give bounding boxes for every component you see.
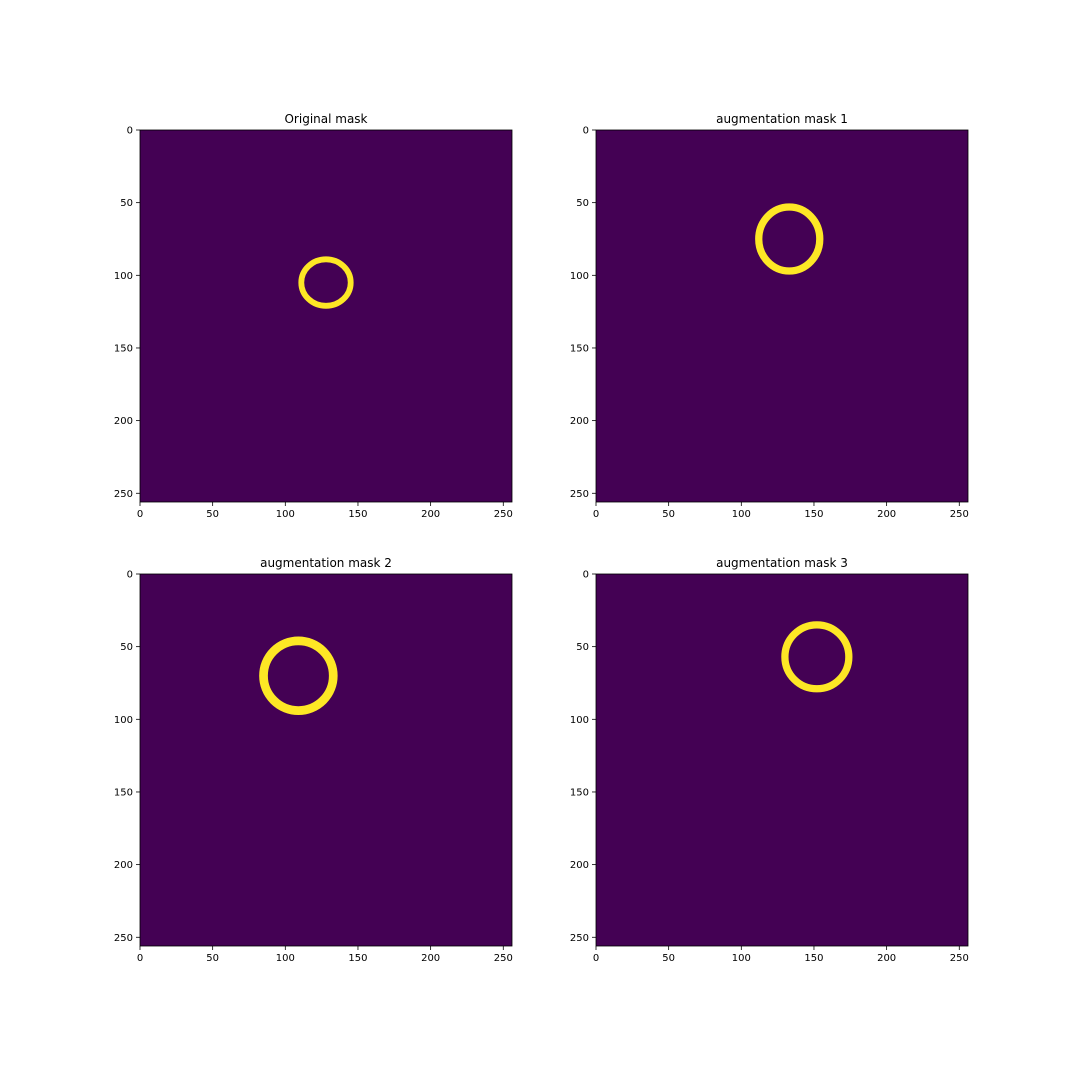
x-tick-label: 200 bbox=[877, 509, 896, 520]
mask-background bbox=[140, 574, 512, 946]
x-tick-label: 250 bbox=[494, 953, 513, 964]
y-tick-label: 250 bbox=[570, 933, 589, 944]
y-tick-label: 250 bbox=[570, 489, 589, 500]
x-tick-label: 250 bbox=[950, 509, 969, 520]
axes-frame bbox=[595, 129, 969, 503]
axes-frame bbox=[595, 573, 969, 947]
axes-frame bbox=[139, 573, 513, 947]
y-tick-label: 50 bbox=[120, 198, 133, 209]
x-tick-label: 200 bbox=[421, 509, 440, 520]
x-tick-label: 50 bbox=[206, 953, 219, 964]
x-tick-label: 100 bbox=[732, 953, 751, 964]
x-tick-label: 50 bbox=[662, 953, 675, 964]
subplot-0: Original mask 0 50 100 150 200 250 0 50 100 150 200… bbox=[114, 112, 513, 520]
y-tick-label: 100 bbox=[570, 715, 589, 726]
axes-frame bbox=[139, 129, 513, 503]
subplot-title: augmentation mask 3 bbox=[716, 556, 848, 570]
x-tick-label: 0 bbox=[593, 509, 599, 520]
y-tick-label: 250 bbox=[114, 489, 133, 500]
mask-background bbox=[596, 574, 968, 946]
x-tick-label: 150 bbox=[348, 953, 367, 964]
x-tick-label: 100 bbox=[732, 509, 751, 520]
x-tick-label: 250 bbox=[494, 509, 513, 520]
y-tick-label: 50 bbox=[576, 642, 589, 653]
x-tick-label: 150 bbox=[348, 509, 367, 520]
x-tick-label: 0 bbox=[593, 953, 599, 964]
x-tick-label: 150 bbox=[804, 953, 823, 964]
y-tick-label: 200 bbox=[570, 860, 589, 871]
x-tick-label: 100 bbox=[276, 953, 295, 964]
y-tick-label: 100 bbox=[570, 271, 589, 282]
y-tick-label: 150 bbox=[570, 343, 589, 354]
x-tick-label: 150 bbox=[804, 509, 823, 520]
y-tick-label: 250 bbox=[114, 933, 133, 944]
x-tick-label: 100 bbox=[276, 509, 295, 520]
x-tick-label: 50 bbox=[662, 509, 675, 520]
subplot-1: augmentation mask 1 0 50 100 150 200 250 0 50 100… bbox=[570, 112, 969, 520]
subplot-3: augmentation mask 3 0 50 100 150 200 250 0 50 100… bbox=[570, 556, 969, 964]
subplot-2: augmentation mask 2 0 50 100 150 200 250 0 50 100… bbox=[114, 556, 513, 964]
y-tick-label: 50 bbox=[576, 198, 589, 209]
x-tick-label: 200 bbox=[421, 953, 440, 964]
y-tick-label: 0 bbox=[127, 126, 133, 137]
x-tick-label: 200 bbox=[877, 953, 896, 964]
mask-background bbox=[596, 130, 968, 502]
subplot-title: augmentation mask 1 bbox=[716, 112, 848, 126]
x-tick-label: 0 bbox=[137, 953, 143, 964]
y-tick-label: 200 bbox=[114, 416, 133, 427]
y-tick-label: 200 bbox=[114, 860, 133, 871]
y-tick-label: 0 bbox=[583, 126, 589, 137]
y-tick-label: 200 bbox=[570, 416, 589, 427]
mask-background bbox=[140, 130, 512, 502]
mask-ring bbox=[298, 256, 354, 309]
y-tick-label: 0 bbox=[127, 570, 133, 581]
y-tick-label: 100 bbox=[114, 715, 133, 726]
mask-ring bbox=[781, 621, 853, 693]
y-tick-label: 50 bbox=[120, 642, 133, 653]
mask-ring bbox=[755, 203, 824, 275]
subplot-title: Original mask bbox=[284, 112, 367, 126]
y-tick-label: 100 bbox=[114, 271, 133, 282]
subplot-title: augmentation mask 2 bbox=[260, 556, 392, 570]
x-tick-label: 0 bbox=[137, 509, 143, 520]
mask-ring bbox=[259, 636, 338, 715]
y-tick-label: 150 bbox=[570, 787, 589, 798]
x-tick-label: 50 bbox=[206, 509, 219, 520]
x-tick-label: 250 bbox=[950, 953, 969, 964]
y-tick-label: 150 bbox=[114, 787, 133, 798]
y-tick-label: 150 bbox=[114, 343, 133, 354]
y-tick-label: 0 bbox=[583, 570, 589, 581]
